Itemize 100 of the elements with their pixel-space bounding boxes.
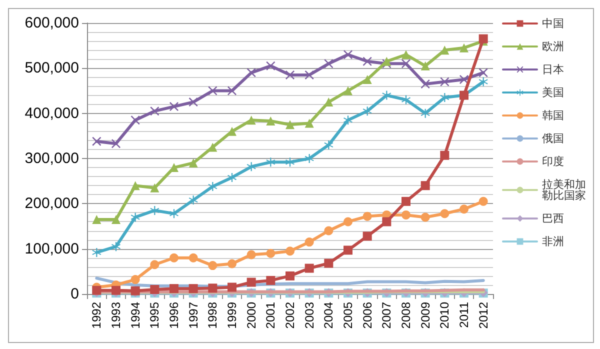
legend-label: 欧洲 [542,40,564,53]
point [460,43,468,52]
legend-label: 俄国 [542,132,564,145]
x-tick-label: 1992 [90,302,104,329]
point [228,259,236,268]
point [478,196,488,206]
point [246,116,256,125]
point [324,59,334,68]
y-tick-label: 400,000 [24,104,79,122]
y-tick-label: 300,000 [24,150,79,167]
legend-label: 巴西 [542,212,564,225]
point [478,68,488,78]
point [344,50,352,60]
x-tick-label: 2006 [360,302,374,329]
x-tick-label: 2005 [341,302,355,329]
x-tick-label: 1999 [225,302,239,329]
point [304,118,314,128]
point [420,108,430,118]
point [92,248,102,257]
point [150,183,160,192]
x-tick-label: 2007 [380,302,394,329]
point [402,50,410,60]
x-tick-label: 2004 [322,302,336,329]
point [130,275,140,284]
point [246,68,256,78]
point [420,79,430,88]
x-tick-label: 1998 [206,302,220,329]
x-tick-label: 2009 [418,302,432,329]
point [208,261,218,270]
point [304,264,314,273]
y-tick-label: 0 [70,286,79,302]
legend-label: 拉美和加勒比国家 [542,178,586,202]
point [440,77,450,86]
point [440,209,450,218]
y-tick-label: 200,000 [24,195,79,212]
legend-label: 美国 [542,86,564,99]
point [286,120,294,130]
point [130,181,140,190]
point [130,212,140,222]
point [478,77,488,86]
point [246,278,256,287]
point [362,74,372,84]
y-tick-label: 600,000 [24,14,79,32]
point [362,106,372,116]
point [208,284,218,293]
point [362,56,372,66]
point [324,226,334,236]
point [286,158,294,167]
point [188,158,198,168]
point [420,212,430,222]
point [150,284,160,294]
x-tick-label: 2012 [476,302,490,329]
point [228,282,236,292]
legend-label: 日本 [542,63,564,76]
point [382,90,392,100]
point [344,116,352,125]
x-tick-label: 2001 [264,302,278,329]
point [266,61,276,70]
point [362,212,372,221]
point [228,126,236,136]
point [188,284,198,294]
point [188,196,198,205]
point [150,106,160,116]
point [402,95,410,104]
x-tick-label: 1993 [109,302,123,329]
point [266,158,276,167]
point [440,150,450,160]
point [188,98,198,107]
legend-label: 印度 [542,155,564,168]
point [266,276,276,285]
point [228,86,236,96]
point [286,271,294,280]
point [382,217,392,226]
point [208,182,218,192]
x-tick-label: 1994 [128,302,142,329]
y-tick-label: 500,000 [24,60,79,77]
point [324,258,334,268]
point [304,154,314,163]
point [286,246,294,256]
x-tick-label: 2010 [438,302,452,329]
point [208,142,218,152]
x-tick-label: 1995 [148,302,162,329]
point [228,172,236,182]
point [460,204,468,214]
point [246,162,256,172]
point [112,286,120,295]
point [112,139,120,148]
point [170,284,178,294]
point [440,93,450,102]
x-tick-label: 2003 [302,302,316,329]
x-tick-label: 1997 [186,302,200,329]
point [150,206,160,215]
point [170,209,178,218]
point [266,116,276,126]
point [266,248,276,258]
point [344,86,352,96]
point [188,253,198,262]
point [478,34,488,44]
x-tick-label: 2000 [244,302,258,329]
point [420,61,430,70]
